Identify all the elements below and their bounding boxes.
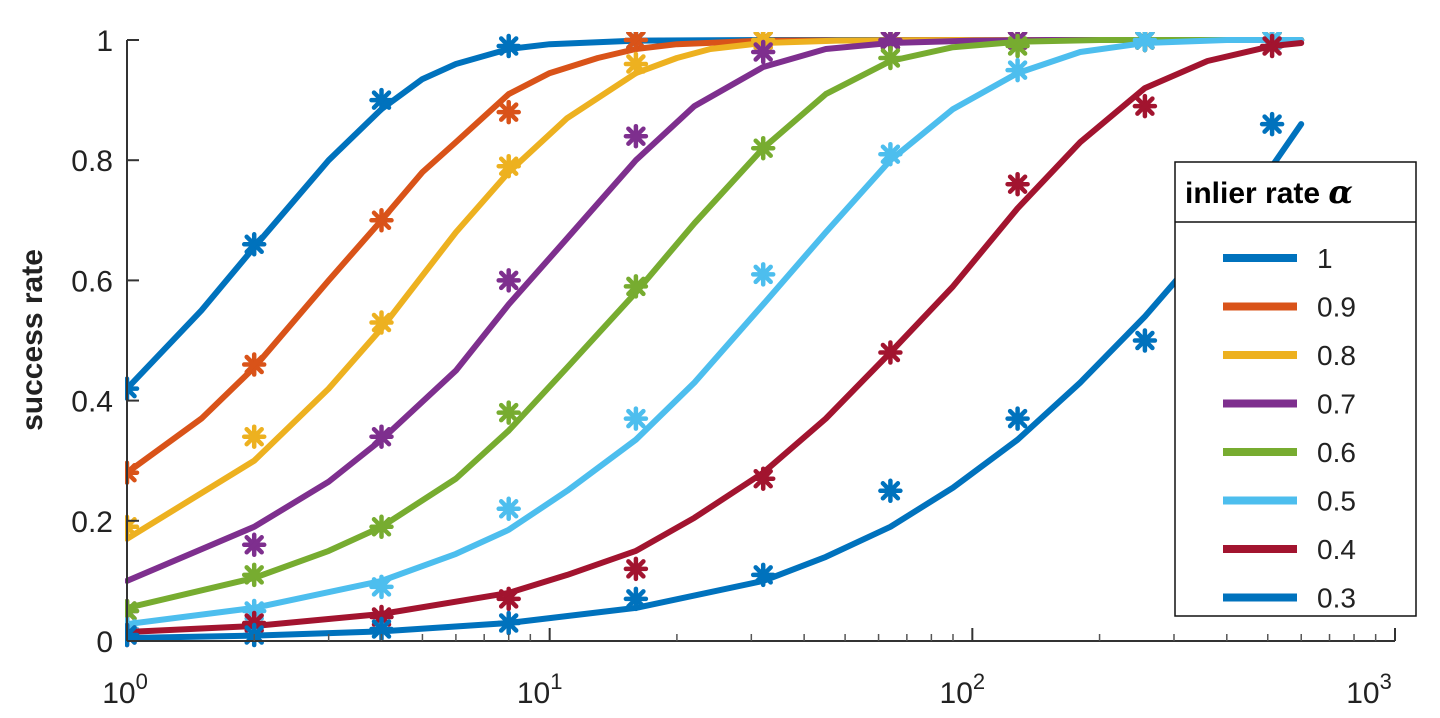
legend-label: 1 bbox=[1317, 243, 1333, 274]
data-point bbox=[878, 340, 903, 365]
data-point bbox=[241, 532, 267, 558]
x-tick-label: 101 bbox=[517, 669, 563, 710]
data-point bbox=[369, 310, 394, 335]
data-point bbox=[750, 262, 776, 287]
series-1 bbox=[125, 32, 1305, 401]
data-point bbox=[241, 424, 267, 449]
data-point bbox=[623, 51, 649, 77]
y-tick-label: 0.8 bbox=[71, 145, 113, 178]
legend-entry-0.4: 0.4 bbox=[1223, 534, 1356, 565]
data-point bbox=[1259, 111, 1285, 137]
x-tick-label: 100 bbox=[102, 669, 148, 710]
y-tick-label: 0.6 bbox=[71, 265, 113, 298]
x-tick-label: 103 bbox=[1346, 669, 1392, 710]
series-line-0.5 bbox=[125, 37, 1305, 628]
legend-entry-1: 1 bbox=[1223, 243, 1333, 274]
legend-entry-0.3: 0.3 bbox=[1223, 583, 1356, 614]
series-line-0.8 bbox=[125, 37, 1305, 542]
data-point bbox=[496, 586, 521, 612]
legend-label: 0.9 bbox=[1317, 292, 1356, 323]
legend-label: 0.7 bbox=[1317, 389, 1356, 420]
series-0.6 bbox=[125, 32, 1305, 624]
y-tick-label: 0 bbox=[96, 626, 113, 659]
plot-area bbox=[125, 32, 1305, 648]
series-group bbox=[125, 32, 1305, 648]
legend-entry-0.8: 0.8 bbox=[1223, 340, 1356, 371]
data-point bbox=[369, 514, 394, 540]
data-point bbox=[750, 466, 776, 491]
data-point bbox=[496, 153, 521, 179]
data-point bbox=[1005, 33, 1030, 59]
data-point bbox=[241, 232, 267, 257]
data-point bbox=[1132, 328, 1158, 353]
data-point bbox=[750, 562, 776, 588]
data-point bbox=[496, 496, 521, 522]
legend-label: 0.6 bbox=[1317, 437, 1356, 468]
legend-label: 0.3 bbox=[1317, 583, 1356, 614]
legend-title: inlier rate α bbox=[1185, 173, 1353, 211]
data-point bbox=[369, 208, 394, 233]
data-point bbox=[1132, 93, 1158, 119]
legend-entry-0.5: 0.5 bbox=[1223, 486, 1356, 517]
data-point bbox=[750, 135, 776, 161]
legend-label: 0.8 bbox=[1317, 340, 1356, 371]
data-point bbox=[878, 141, 903, 167]
y-tick-label: 1 bbox=[96, 25, 113, 58]
data-point bbox=[496, 99, 521, 125]
data-point bbox=[369, 424, 394, 449]
data-point bbox=[1005, 171, 1030, 197]
series-line-0.9 bbox=[125, 37, 1305, 476]
data-point bbox=[1005, 406, 1030, 431]
x-tick-label: 102 bbox=[940, 669, 986, 710]
data-point bbox=[623, 32, 649, 53]
legend: inlier rate α 1 0.9 0.8 0.7 0.6 0.5 0.4 0.3 bbox=[1174, 161, 1417, 617]
data-point bbox=[878, 45, 903, 71]
data-point bbox=[369, 574, 394, 600]
data-point bbox=[496, 610, 521, 636]
legend-entry-0.6: 0.6 bbox=[1223, 437, 1356, 468]
y-tick-label: 0.4 bbox=[71, 386, 113, 419]
legend-label: 0.5 bbox=[1317, 486, 1356, 517]
data-point bbox=[241, 562, 267, 588]
data-point bbox=[623, 586, 649, 612]
y-axis-title: success rate bbox=[16, 249, 49, 431]
series-line-0.7 bbox=[125, 37, 1305, 584]
series-line-0.6 bbox=[125, 37, 1305, 611]
legend-label: 0.4 bbox=[1317, 534, 1356, 565]
data-point bbox=[623, 123, 649, 149]
axes: 0 0.2 0.4 0.6 0.8 1 100 101 102 103 bbox=[71, 25, 1396, 710]
data-point bbox=[623, 274, 649, 299]
data-point bbox=[1132, 32, 1158, 53]
data-point bbox=[241, 352, 267, 377]
legend-entry-0.7: 0.7 bbox=[1223, 389, 1356, 420]
series-0.7 bbox=[125, 32, 1305, 624]
data-point bbox=[496, 33, 521, 59]
data-point bbox=[1259, 33, 1285, 59]
data-point bbox=[369, 87, 394, 113]
data-point bbox=[496, 268, 521, 293]
series-line-0.4 bbox=[125, 40, 1305, 635]
legend-entry-0.9: 0.9 bbox=[1223, 292, 1356, 323]
data-point bbox=[1005, 57, 1030, 83]
legend-box bbox=[1174, 161, 1417, 617]
data-point bbox=[878, 478, 903, 504]
data-point bbox=[623, 556, 649, 582]
data-point bbox=[750, 39, 776, 65]
data-point bbox=[623, 406, 649, 431]
y-tick-label: 0.2 bbox=[71, 506, 113, 539]
data-point bbox=[496, 400, 521, 425]
